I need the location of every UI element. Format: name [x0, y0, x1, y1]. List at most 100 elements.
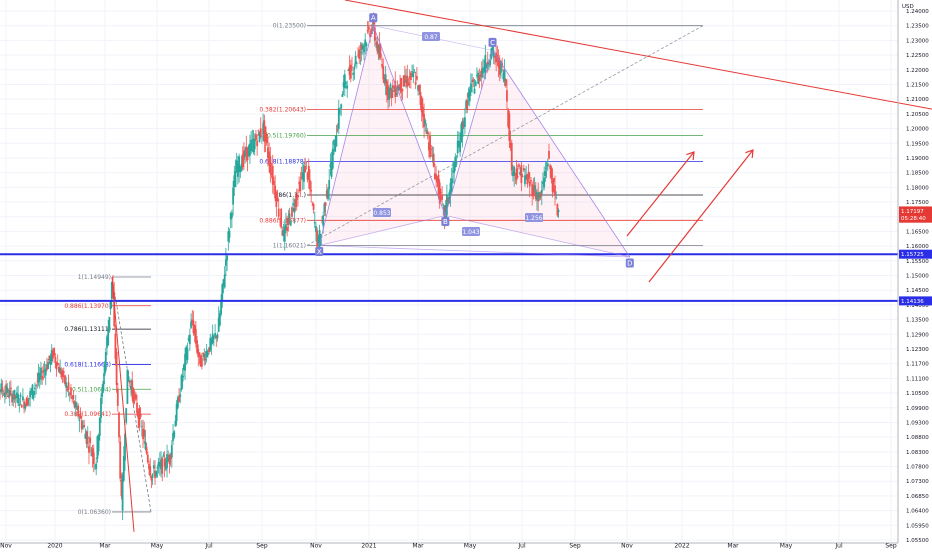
candle-body: [226, 255, 228, 261]
y-tick-label: 1.16500: [906, 229, 929, 235]
pattern-point-x[interactable]: X: [315, 247, 324, 257]
candle-body: [420, 97, 423, 113]
candle-body: [409, 72, 412, 80]
candle-body: [330, 161, 333, 177]
candle-body: [370, 28, 373, 34]
candle-body: [393, 90, 395, 92]
candle-body: [503, 70, 506, 82]
pattern-leg-BD[interactable]: [445, 215, 630, 258]
candle-body: [191, 319, 194, 322]
pattern-leg-XB[interactable]: [319, 215, 446, 246]
candle-body: [375, 43, 377, 44]
x-tick-label: Mar: [727, 543, 739, 550]
candle-body: [83, 425, 86, 428]
candle-body: [231, 212, 233, 218]
candle-body: [489, 59, 492, 66]
candle-body: [34, 387, 36, 390]
pattern-leg-AB[interactable]: [372, 25, 446, 216]
downtrend-line[interactable]: [344, 0, 932, 110]
candle-body: [232, 187, 235, 205]
candle-body: [288, 213, 291, 219]
candle-body: [430, 149, 433, 150]
bullish-arrow-1[interactable]: [626, 151, 695, 237]
pattern-point-label: B: [443, 218, 448, 226]
candle-body: [403, 75, 406, 83]
candle-body: [65, 382, 68, 389]
candle-body: [55, 362, 58, 370]
pattern-point-a[interactable]: A: [369, 13, 378, 23]
candle-body: [303, 165, 305, 182]
pattern-leg-CD[interactable]: [492, 50, 631, 258]
candle-body: [19, 394, 22, 397]
candle-body: [494, 56, 496, 58]
bullish-arrow-2[interactable]: [648, 149, 754, 283]
candle-body: [452, 170, 454, 172]
candle-body: [184, 353, 186, 371]
pattern-ratio[interactable]: 0.853: [373, 208, 391, 217]
candle-body: [492, 50, 495, 58]
candle-body: [479, 74, 482, 77]
y-tick-label: 1.05500: [906, 538, 929, 544]
candle-body: [507, 109, 510, 127]
candle-body: [466, 100, 469, 110]
candle-body: [474, 81, 477, 87]
candle-body: [92, 452, 95, 464]
pattern-leg-BC[interactable]: [444, 50, 493, 216]
candle-body: [223, 274, 226, 288]
candle-body: [149, 466, 152, 476]
candle-body: [110, 281, 113, 299]
candle-body: [215, 336, 218, 339]
pattern-leg-XA[interactable]: [318, 25, 374, 246]
price-badge: 1.15725: [899, 249, 932, 259]
candle-body: [519, 171, 522, 175]
candle-body: [382, 66, 385, 80]
candle-body: [166, 454, 168, 469]
candle-body: [42, 370, 45, 373]
pattern-leg-XD[interactable]: [319, 245, 630, 258]
candle-body: [132, 388, 135, 404]
candle-body: [486, 61, 489, 65]
candle-body: [448, 192, 451, 204]
candle-body: [46, 364, 48, 370]
candle-body: [310, 189, 313, 192]
pattern-ratio-label: 0.87: [424, 34, 438, 41]
fib-2020-level-label: 0.886(1.13970): [64, 303, 111, 310]
x-tick-label: May: [780, 543, 793, 550]
candle-body: [154, 470, 156, 479]
candle-body: [300, 177, 303, 178]
candle-body: [169, 454, 172, 460]
fib-2021-trendline[interactable]: [306, 25, 704, 246]
pattern-point-d[interactable]: D: [625, 258, 634, 268]
candle-body: [504, 79, 507, 86]
candle-body: [44, 368, 47, 376]
y-tick-label: 1.12300: [906, 347, 929, 353]
candle-body: [456, 140, 459, 154]
pattern-ratio[interactable]: 1.256: [525, 213, 543, 222]
candle-body: [5, 384, 7, 395]
x-tick-label: Sep: [569, 543, 581, 550]
y-tick-label: 1.19500: [906, 141, 929, 147]
x-tick-label: Sep: [885, 543, 897, 550]
candle-body: [186, 348, 189, 361]
drop-projection-line[interactable]: [111, 276, 135, 532]
candle-body: [198, 352, 201, 357]
candle-body: [128, 381, 131, 383]
candle-body: [525, 175, 528, 180]
candle-body: [41, 376, 44, 380]
candle-body: [389, 84, 392, 91]
pattern-ratio[interactable]: 1.043: [462, 227, 480, 236]
pattern-point-b[interactable]: B: [441, 217, 450, 227]
fib-2020-level-label: 0(1.06360): [78, 509, 111, 516]
candle-body: [252, 138, 255, 152]
candle-body: [549, 164, 552, 170]
candle-body: [8, 389, 11, 397]
candle-body: [271, 165, 274, 185]
candle-body: [537, 194, 540, 202]
candle-body: [268, 151, 271, 165]
candle-body: [238, 156, 241, 172]
pattern-point-c[interactable]: C: [488, 37, 497, 47]
pattern-ratio[interactable]: 0.87: [422, 32, 440, 41]
y-tick-label: 1.18000: [906, 185, 929, 191]
